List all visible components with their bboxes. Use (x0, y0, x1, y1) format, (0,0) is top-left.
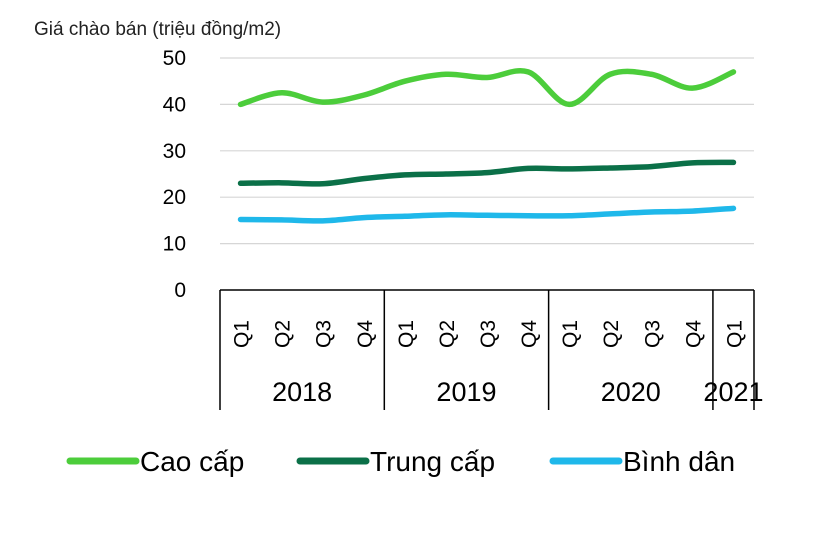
x-tick-label: Q4 (354, 320, 377, 348)
y-axis-ticks: 50 40 30 20 10 0 (163, 47, 186, 302)
x-tick-label: Q3 (477, 320, 500, 348)
series-line-0 (237, 68, 737, 108)
legend-label: Bình dân (623, 446, 735, 477)
x-tick-label: Q1 (395, 320, 418, 348)
x-tick-label: Q2 (600, 320, 623, 348)
y-tick-label: 20 (163, 186, 186, 209)
y-tick-label: 10 (163, 233, 186, 256)
legend-label: Trung cấp (370, 446, 495, 477)
y-tick-label: 0 (174, 279, 186, 302)
x-tick-label: Q2 (436, 320, 459, 348)
y-tick-label: 30 (163, 140, 186, 163)
year-label: 2021 (703, 377, 763, 407)
year-label: 2020 (601, 377, 661, 407)
legend-label: Cao cấp (140, 446, 244, 477)
x-tick-label: Q1 (231, 320, 254, 348)
x-tick-label: Q3 (641, 320, 664, 348)
year-label: 2019 (436, 377, 496, 407)
y-tick-label: 40 (163, 93, 186, 116)
y-axis-label: Giá chào bán (triệu đồng/m2) (34, 19, 281, 40)
x-tick-label: Q4 (518, 320, 541, 348)
y-tick-label: 50 (163, 47, 186, 70)
series-line-1 (237, 159, 737, 187)
x-tick-label: Q1 (559, 320, 582, 348)
gridlines (220, 57, 754, 245)
x-tick-label: Q1 (723, 320, 746, 348)
year-label: 2018 (272, 377, 332, 407)
series-line-2 (237, 205, 737, 224)
x-axis: Q1 Q2 Q3 Q4 Q1 Q2 Q3 Q4 Q1 Q2 Q3 Q4 Q1 2018 2019 2020 20… (219, 289, 764, 410)
series-lines (237, 68, 737, 224)
x-tick-label: Q2 (272, 320, 295, 348)
legend: Cao cấp Trung cấp Bình dân (66, 446, 735, 477)
x-tick-label: Q4 (682, 320, 705, 348)
x-tick-label: Q3 (313, 320, 336, 348)
